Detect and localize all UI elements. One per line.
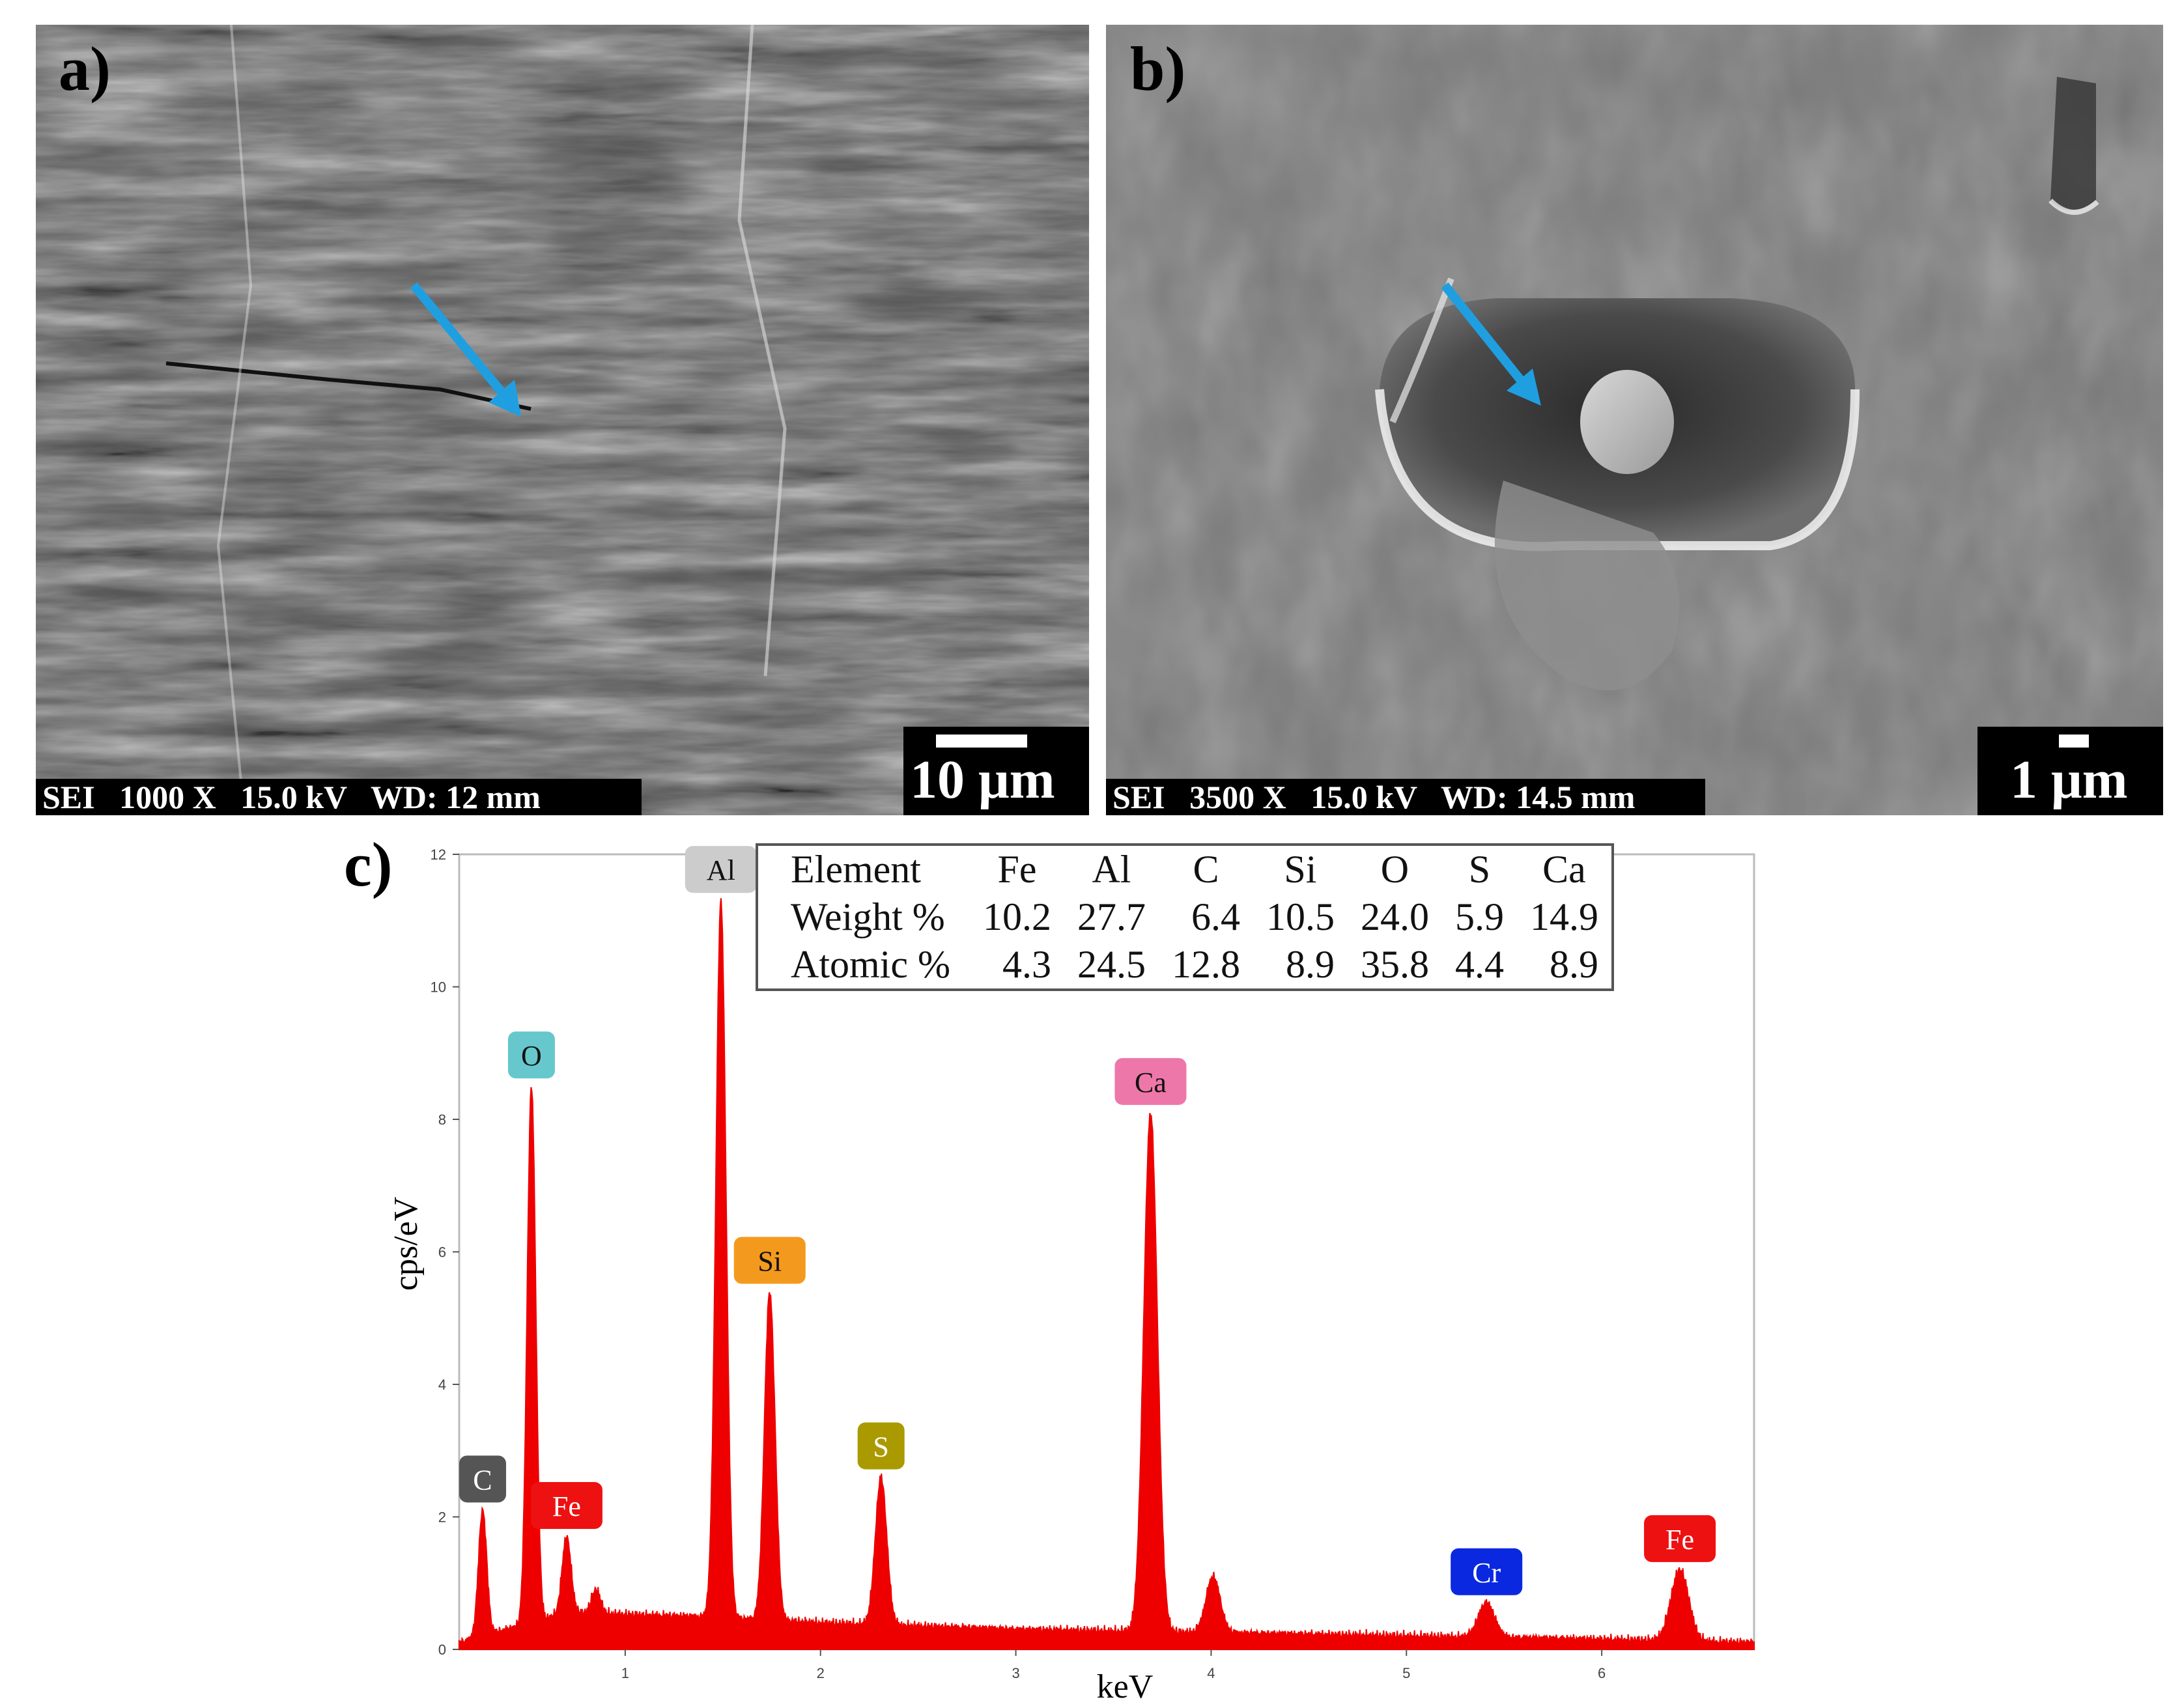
- peak-label-box: [507, 1031, 555, 1079]
- y-tick-label: 12: [431, 847, 446, 863]
- table-cell: Ca: [1542, 848, 1586, 891]
- y-tick-label: 2: [438, 1509, 446, 1526]
- table-cell: 24.5: [1077, 943, 1146, 986]
- table-row-atomic: Atomic % 4.3 24.5 12.8 8.9 35.8 4.4 8.9: [758, 941, 1611, 988]
- peak-label-box: [530, 1482, 602, 1530]
- fracture-surface-texture: [36, 25, 1089, 815]
- peak-label-box: [459, 1455, 506, 1503]
- sem-info-bar-b: SEI 3500 X 15.0 kV WD: 14.5 mm: [1106, 779, 1705, 815]
- scale-bar-b: [2059, 735, 2089, 748]
- peak-label-text: Al: [707, 854, 735, 886]
- peak-labels: C O Fe Al Si S Ca Cr Fe: [459, 846, 1716, 1595]
- peak-label-si: Si: [733, 1237, 806, 1284]
- table-cell: 4.4: [1454, 943, 1504, 986]
- row-label: Weight %: [791, 895, 945, 938]
- table-cell: 14.9: [1529, 895, 1598, 938]
- y-tick-label: 4: [438, 1377, 446, 1393]
- table-cell: 10.5: [1266, 895, 1335, 938]
- table-header-label: Element: [791, 848, 921, 891]
- table-row-weight: Weight % 10.2 27.7 6.4 10.5 24.0 5.9 14.…: [758, 893, 1611, 941]
- table-cell: 35.8: [1360, 943, 1429, 986]
- peak-label-text: S: [873, 1431, 888, 1463]
- composition-table: Element Fe Al C Si O S Ca Weight % 10.2 …: [756, 843, 1614, 991]
- x-tick-label: 2: [817, 1665, 825, 1681]
- peak-label-box: [1114, 1057, 1187, 1105]
- peak-label-cr: Cr: [1451, 1548, 1523, 1595]
- arrow-head: [489, 380, 521, 417]
- table-cell: 10.2: [982, 895, 1051, 938]
- peak-label-box: [685, 846, 757, 893]
- table-cell: S: [1468, 848, 1491, 891]
- panel-label-a: a): [59, 34, 111, 104]
- scale-bar-a: [936, 735, 1027, 748]
- y-tick-label: 8: [438, 1112, 446, 1128]
- x-tick-label: 5: [1402, 1665, 1410, 1681]
- peak-label-o: O: [507, 1031, 555, 1079]
- x-tick-label: 3: [1012, 1665, 1019, 1681]
- y-tick-label: 6: [438, 1244, 446, 1261]
- x-axis-ticks: 1 2 3 4 5 6: [621, 1649, 1606, 1681]
- arrow-head: [1507, 369, 1541, 406]
- peak-label-fe: Fe: [530, 1482, 602, 1530]
- arrow-marker-a: [410, 282, 521, 417]
- spectrum-area: [459, 898, 1755, 1650]
- table-cell: 6.4: [1191, 895, 1240, 938]
- peak-label-al: Al: [685, 846, 757, 893]
- scale-label-a: 10 μm: [910, 749, 1055, 810]
- peak-label-ca: Ca: [1114, 1057, 1187, 1105]
- peak-label-fe: Fe: [1644, 1515, 1716, 1562]
- table-cell: 5.9: [1454, 895, 1504, 938]
- table-header-row: Element Fe Al C Si O S Ca: [758, 846, 1611, 893]
- scale-box-b: 1 μm: [1977, 727, 2163, 815]
- sem-image-b: SEI 3500 X 15.0 kV WD: 14.5 mm 1 μm: [1106, 25, 2163, 815]
- arrow-line: [410, 282, 509, 399]
- peak-label-box: [733, 1237, 806, 1284]
- x-tick-label: 6: [1598, 1665, 1606, 1681]
- panel-label-b: b): [1130, 34, 1186, 104]
- arrow-marker-b: [1441, 282, 1541, 406]
- x-axis-label: keV: [1097, 1668, 1154, 1705]
- table-cell: 4.3: [1002, 943, 1051, 986]
- table-cell: 8.9: [1285, 943, 1335, 986]
- table-cell: Si: [1284, 848, 1317, 891]
- peak-label-text: Si: [758, 1246, 782, 1278]
- sem-info-bar-a: SEI 1000 X 15.0 kV WD: 12 mm: [36, 779, 642, 815]
- peak-label-text: O: [521, 1040, 542, 1072]
- table-cell: 24.0: [1360, 895, 1429, 938]
- y-axis-label: cps/eV: [388, 1197, 425, 1291]
- peak-label-box: [857, 1422, 905, 1470]
- table-cell: 8.9: [1549, 943, 1598, 986]
- arrow-line: [1441, 282, 1527, 386]
- row-label: Atomic %: [791, 943, 950, 986]
- table-cell: O: [1380, 848, 1410, 891]
- peak-label-text: Cr: [1472, 1557, 1501, 1589]
- peak-label-text: Ca: [1135, 1067, 1167, 1099]
- pit-surface-texture: [1106, 25, 2163, 815]
- table-cell: Fe: [997, 848, 1037, 891]
- table-cell: C: [1193, 848, 1219, 891]
- sem-image-a: SEI 1000 X 15.0 kV WD: 12 mm 10 μm: [36, 25, 1089, 815]
- x-tick-label: 4: [1207, 1665, 1215, 1681]
- y-axis-ticks: 0 2 4 6 8 10 12: [431, 847, 459, 1658]
- peak-label-text: C: [473, 1464, 492, 1496]
- peak-label-s: S: [857, 1422, 905, 1470]
- peak-label-text: Fe: [552, 1491, 581, 1522]
- panel-label-c: c): [344, 830, 393, 899]
- y-tick-label: 10: [431, 979, 446, 996]
- peak-label-box: [1451, 1548, 1523, 1595]
- table-cell: 12.8: [1171, 943, 1240, 986]
- table-cell: 27.7: [1077, 895, 1146, 938]
- x-tick-label: 1: [621, 1665, 629, 1681]
- table-cell: Al: [1092, 848, 1131, 891]
- scale-label-b: 1 μm: [2010, 749, 2128, 810]
- peak-label-c: C: [459, 1455, 506, 1503]
- scale-box-a: 10 μm: [903, 727, 1089, 815]
- y-tick-label: 0: [438, 1642, 446, 1658]
- peak-label-text: Fe: [1665, 1524, 1694, 1556]
- peak-label-box: [1644, 1515, 1716, 1562]
